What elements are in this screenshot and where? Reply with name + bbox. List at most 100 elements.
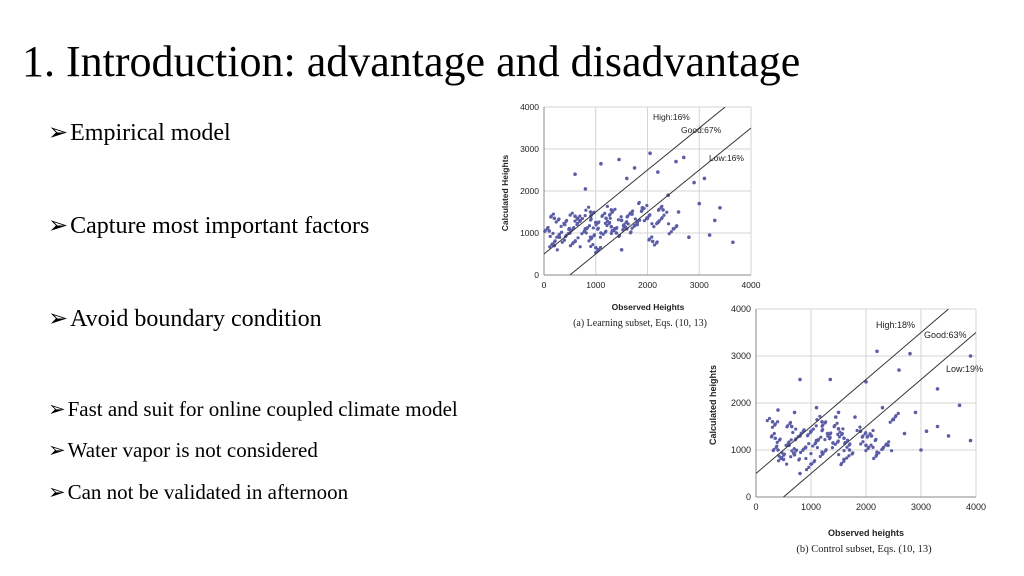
- data-point: [614, 231, 619, 235]
- data-point: [845, 445, 849, 449]
- data-point: [681, 155, 686, 160]
- data-point: [836, 439, 840, 443]
- data-point: [656, 170, 660, 174]
- data-point: [772, 447, 776, 452]
- data-point: [847, 448, 852, 452]
- data-point: [609, 231, 613, 236]
- data-point: [580, 216, 584, 221]
- data-point: [660, 216, 664, 220]
- data-point: [935, 424, 940, 429]
- chart-annotation: Low:16%: [709, 153, 744, 163]
- data-point: [601, 213, 605, 217]
- data-point: [568, 213, 572, 217]
- data-point: [652, 243, 657, 247]
- data-point: [598, 235, 603, 239]
- data-point: [547, 229, 551, 233]
- data-point: [813, 459, 817, 463]
- bullet-text: Capture most important factors: [70, 213, 370, 239]
- data-point: [718, 206, 722, 210]
- data-point: [888, 420, 892, 424]
- data-point: [919, 448, 923, 452]
- data-point: [553, 239, 557, 243]
- data-point: [815, 445, 819, 450]
- data-point: [626, 222, 630, 226]
- data-point: [605, 223, 609, 228]
- data-point: [818, 414, 822, 418]
- scatter-chart-learning: 0 1000 2000 3000 4000 0 1000 2000 3000 4000 High:1…: [500, 102, 761, 329]
- data-point: [835, 421, 839, 425]
- x-tick-label: 4000: [966, 502, 986, 512]
- data-point: [866, 434, 870, 438]
- data-point: [836, 410, 841, 415]
- data-point: [578, 214, 582, 218]
- data-point: [859, 442, 863, 446]
- x-tick-label: 0: [542, 280, 547, 290]
- data-point: [872, 456, 876, 461]
- y-axis-label: Calculated Heights: [500, 154, 510, 231]
- data-point: [864, 443, 868, 448]
- data-point: [957, 403, 962, 408]
- data-point: [881, 445, 886, 449]
- data-point: [587, 224, 592, 228]
- data-point: [612, 228, 616, 233]
- data-point: [669, 230, 673, 234]
- data-point: [578, 218, 582, 223]
- y-axis-label: Calculated heights: [708, 365, 718, 445]
- data-point: [842, 459, 846, 463]
- data-point: [791, 430, 795, 435]
- y-tick-label: 4000: [731, 304, 751, 314]
- data-point: [837, 435, 842, 439]
- data-point: [968, 354, 973, 358]
- data-point: [799, 450, 803, 455]
- data-point: [792, 451, 796, 455]
- data-point: [554, 220, 558, 224]
- data-point: [584, 208, 588, 212]
- data-point: [576, 216, 580, 220]
- data-point: [830, 446, 835, 450]
- bullet-fast-online: ➢ Fast and suit for online coupled clima…: [48, 397, 458, 422]
- data-point: [776, 408, 780, 412]
- data-point: [604, 216, 608, 221]
- data-point: [543, 228, 547, 232]
- data-point: [776, 420, 780, 424]
- reference-line-upper: [544, 107, 726, 255]
- data-point: [798, 471, 802, 476]
- data-point: [794, 448, 799, 452]
- data-point: [789, 424, 794, 429]
- data-point: [559, 224, 563, 229]
- data-point: [591, 242, 595, 247]
- data-point: [625, 220, 629, 224]
- bullet-water-vapor: ➢ Water vapor is not considered: [48, 438, 318, 463]
- y-tick-label: 3000: [731, 351, 751, 361]
- data-point: [797, 457, 802, 461]
- data-point: [628, 211, 633, 215]
- data-point: [772, 431, 776, 436]
- x-tick-label: 2000: [638, 280, 657, 290]
- bullet-arrow-icon: ➢: [48, 438, 66, 462]
- data-point: [802, 428, 806, 432]
- y-tick-label: 0: [746, 492, 751, 502]
- data-point: [861, 434, 865, 438]
- data-point: [840, 431, 844, 436]
- data-point: [875, 453, 879, 457]
- data-point: [648, 151, 652, 155]
- data-point: [592, 233, 597, 237]
- data-point: [662, 213, 666, 217]
- x-tick-label: 1000: [801, 502, 821, 512]
- data-point: [845, 456, 849, 460]
- data-point: [642, 219, 646, 223]
- y-tick-label: 2000: [520, 186, 539, 196]
- data-point: [784, 443, 788, 447]
- data-point: [810, 462, 814, 466]
- data-point: [828, 377, 833, 382]
- data-point: [847, 454, 851, 458]
- data-point: [637, 200, 641, 205]
- data-point: [546, 225, 550, 230]
- data-point: [779, 455, 784, 460]
- bullet-arrow-icon: ➢: [48, 213, 69, 239]
- data-point: [707, 233, 712, 237]
- bullet-capture-factors: ➢ Capture most important factors: [48, 211, 369, 240]
- data-point: [891, 417, 895, 421]
- data-point: [599, 161, 603, 166]
- data-point: [838, 430, 842, 434]
